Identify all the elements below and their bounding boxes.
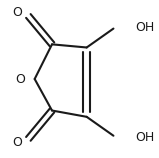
Text: O: O: [12, 6, 22, 19]
Text: OH: OH: [135, 21, 155, 33]
Text: OH: OH: [135, 131, 155, 144]
Text: O: O: [16, 73, 25, 85]
Text: O: O: [12, 136, 22, 149]
